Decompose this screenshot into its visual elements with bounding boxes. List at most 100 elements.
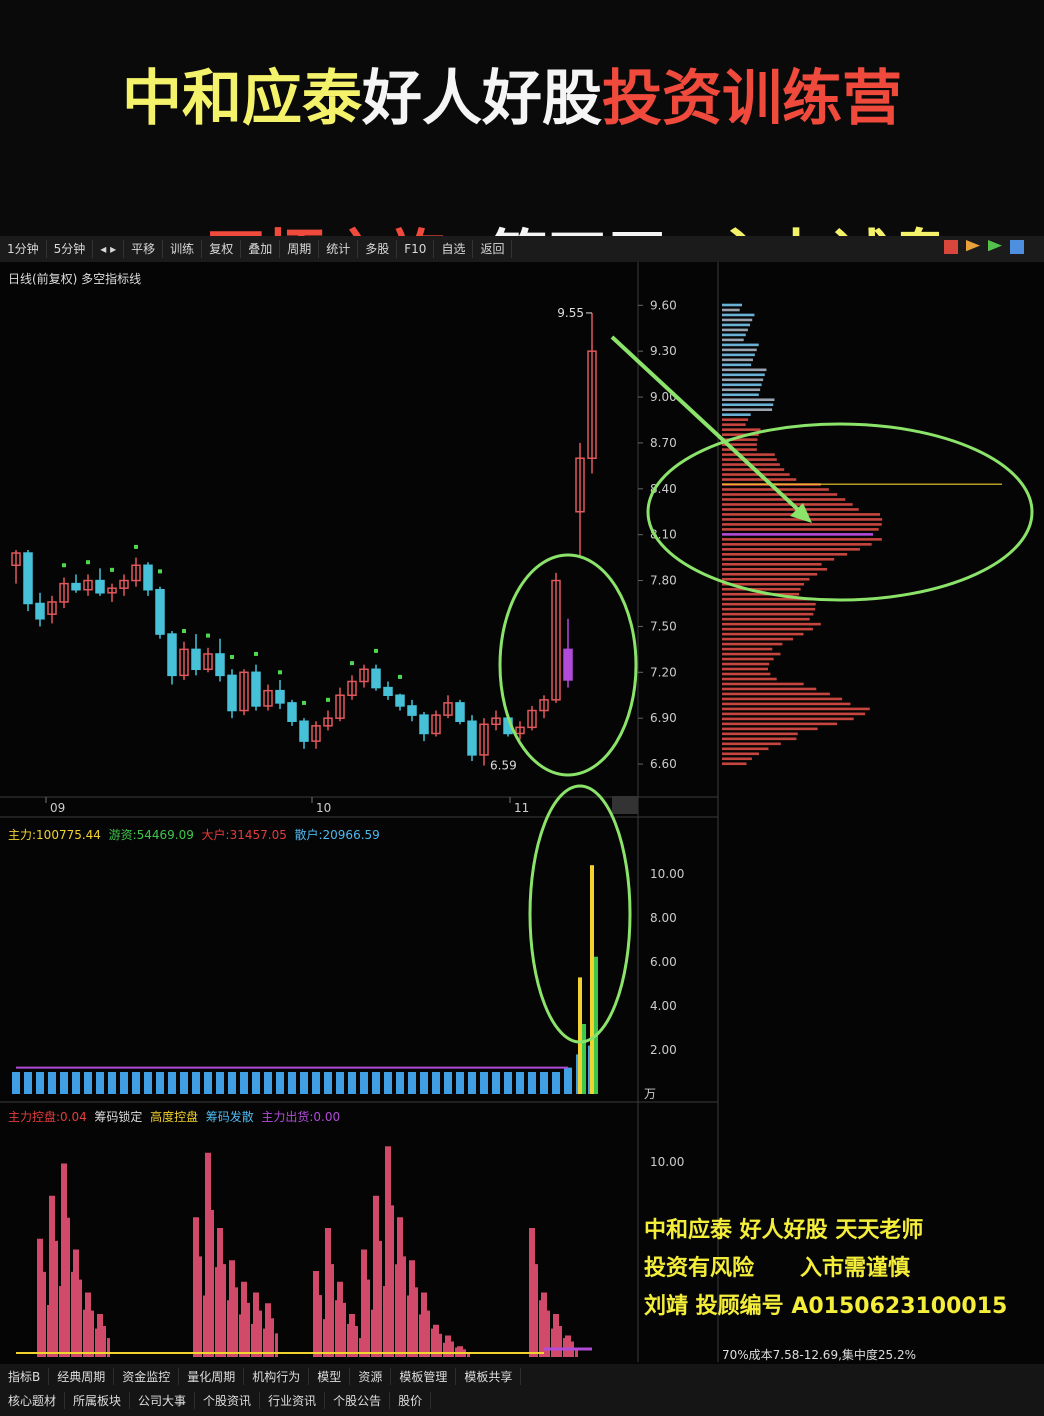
retail-bar	[396, 1072, 404, 1094]
bottom-tab[interactable]: 经典周期	[49, 1367, 115, 1385]
chip-bar	[722, 548, 860, 551]
chip-bar	[722, 398, 775, 402]
bottom-tab[interactable]: 所属板块	[65, 1391, 131, 1409]
candle-body	[155, 588, 165, 635]
control-bar	[371, 1309, 374, 1357]
control-bar	[67, 1217, 70, 1357]
toolbar-item[interactable]: 返回	[473, 240, 513, 258]
candle-body	[59, 582, 69, 603]
chip-bar	[722, 358, 753, 362]
retail-bar	[372, 1072, 380, 1094]
candle-body	[539, 699, 549, 712]
control-bar	[107, 1338, 110, 1357]
chip-bar	[722, 592, 800, 596]
bottom-tab[interactable]: 个股资讯	[195, 1391, 261, 1409]
retail-bar	[72, 1072, 80, 1094]
footer-line: 刘靖 投顾编号 A0150623100015	[644, 1294, 1008, 1319]
bottom-tab[interactable]: 资金监控	[114, 1367, 180, 1385]
settings-icon[interactable]	[944, 240, 958, 254]
support-dot	[230, 655, 234, 660]
control-bar	[59, 1286, 62, 1357]
bottom-tab[interactable]: 模板共享	[456, 1367, 522, 1385]
control-bar	[403, 1256, 406, 1357]
candle-body	[575, 457, 585, 513]
bottom-tab[interactable]: 股价	[390, 1391, 432, 1409]
control-bar	[379, 1240, 382, 1357]
control-bar	[529, 1228, 535, 1357]
control-bar	[347, 1323, 350, 1357]
control-bar	[355, 1326, 358, 1357]
candle-body	[455, 702, 465, 722]
toolbar-item[interactable]: ◂ ▸	[93, 240, 125, 258]
bottom-tab[interactable]: 行业资讯	[260, 1391, 326, 1409]
bottom-tab[interactable]: 量化周期	[179, 1367, 245, 1385]
control-bar	[253, 1292, 259, 1357]
control-legend: 主力控盘:0.04 筹码锁定 高度控盘 筹码发散 主力出货:0.00	[8, 1108, 340, 1125]
retail-bar	[516, 1072, 524, 1094]
candle-body	[131, 564, 141, 582]
toolbar-item[interactable]: 周期	[280, 240, 320, 258]
tab-row: 核心题材 所属板块 公司大事 个股资讯 行业资讯 个股公告 股价	[0, 1388, 1044, 1412]
fund-tick-label: 2.00	[650, 1043, 677, 1057]
bottom-tab[interactable]: 资源	[350, 1367, 392, 1385]
bottom-tab[interactable]: 模板管理	[391, 1367, 457, 1385]
fund-tick-label: 10.00	[650, 867, 684, 881]
control-bar	[313, 1271, 319, 1357]
toolbar-item[interactable]: 自选	[434, 240, 474, 258]
toolbar-item[interactable]: 复权	[202, 240, 242, 258]
kline-title: 日线(前复权) 多空指标线	[8, 272, 142, 286]
control-bar	[241, 1281, 247, 1357]
control-bar	[349, 1314, 355, 1357]
toolbar-item[interactable]: F10	[397, 240, 435, 258]
flag-icon[interactable]	[988, 240, 1002, 252]
retail-bar	[504, 1072, 512, 1094]
toolbar-item[interactable]: 训练	[163, 240, 203, 258]
retail-bar	[552, 1072, 560, 1094]
chip-bar	[722, 702, 851, 706]
toolbar-item[interactable]: 叠加	[241, 240, 281, 258]
candle-body	[179, 648, 189, 677]
chip-bar	[722, 368, 767, 372]
chip-bar	[722, 538, 882, 541]
legend-big: 大户:31457.05	[201, 828, 287, 842]
chip-bar	[722, 562, 822, 566]
chip-bar	[722, 438, 758, 441]
toolbar-item[interactable]: 5分钟	[47, 240, 94, 258]
control-bar	[445, 1335, 451, 1357]
retail-bar	[180, 1072, 188, 1094]
legend-retail: 散户:20966.59	[294, 828, 380, 842]
bottom-tab[interactable]: 个股公告	[325, 1391, 391, 1409]
control-bar	[551, 1328, 554, 1357]
bottom-tab[interactable]: 指标B	[0, 1367, 50, 1385]
control-bar	[203, 1295, 206, 1357]
retail-bar	[540, 1072, 548, 1094]
legend-high: 高度控盘	[150, 1110, 199, 1124]
control-bar	[235, 1287, 238, 1357]
control-bar	[373, 1195, 379, 1357]
bottom-tab[interactable]: 机构行为	[244, 1367, 310, 1385]
chip-bar	[722, 697, 843, 701]
toolbar-item[interactable]: 统计	[319, 240, 359, 258]
toolbar-item[interactable]: 多股	[358, 240, 398, 258]
candle-body	[515, 726, 525, 735]
chip-bar	[722, 722, 838, 726]
bottom-tab[interactable]: 模型	[309, 1367, 351, 1385]
toolbar-item[interactable]: 1分钟	[0, 240, 47, 258]
window-icon[interactable]	[1010, 240, 1024, 254]
control-tick-label: 10.00	[650, 1155, 684, 1169]
chip-bar	[722, 612, 814, 616]
toolbar-item[interactable]: 平移	[124, 240, 164, 258]
bottom-tab[interactable]: 核心题材	[0, 1391, 66, 1409]
chip-bar	[722, 373, 765, 377]
chip-bar	[722, 458, 777, 461]
chip-bar	[722, 528, 879, 531]
support-dot	[350, 661, 354, 666]
bottom-tab[interactable]: 公司大事	[130, 1391, 196, 1409]
retail-bar	[228, 1072, 236, 1094]
chip-bar	[722, 737, 797, 741]
flag-icon[interactable]	[966, 240, 980, 252]
retail-bar	[324, 1072, 332, 1094]
legend-hot: 游资:54469.09	[108, 828, 194, 842]
chip-bar	[722, 657, 774, 661]
control-bar	[251, 1323, 254, 1357]
